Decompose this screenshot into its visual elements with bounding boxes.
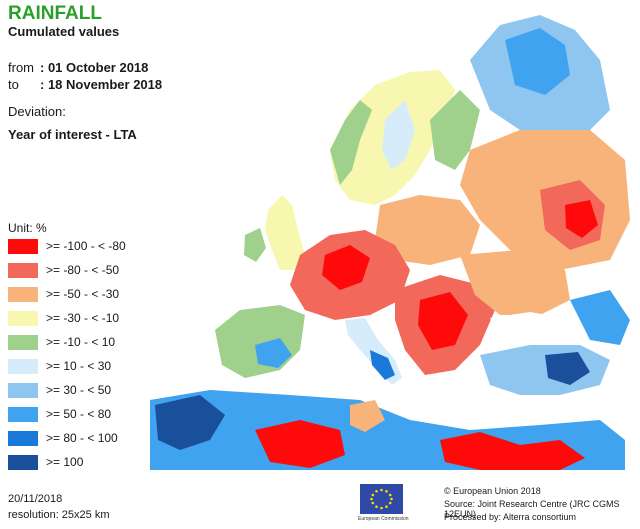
legend-item: >= -30 - < -10 — [8, 310, 119, 326]
legend-label: >= 80 - < 100 — [46, 431, 118, 445]
from-label: from — [8, 60, 34, 75]
legend-swatch — [8, 334, 38, 350]
legend-item: >= -80 - < -50 — [8, 262, 119, 278]
legend-swatch — [8, 430, 38, 446]
balkans-strong-deficit — [418, 292, 468, 350]
turkey-region — [480, 345, 610, 395]
legend-swatch — [8, 454, 38, 470]
map-title: RAINFALL — [8, 3, 102, 24]
legend-item: >= 10 - < 30 — [8, 358, 111, 374]
from-date: : 01 October 2018 — [40, 60, 149, 75]
legend-swatch — [8, 238, 38, 254]
processed-by-text: Processed by: Alterra consortium — [444, 512, 577, 522]
algeria-deficit — [255, 420, 345, 468]
eu-flag-logo — [360, 484, 403, 514]
eu-stars-icon — [370, 488, 393, 510]
finland-region — [430, 90, 480, 170]
sweden-region — [382, 100, 415, 170]
legend-label: >= 100 — [46, 455, 84, 469]
libya-egypt-deficit — [440, 432, 585, 470]
map-date: 20/11/2018 — [8, 493, 63, 505]
map-subtitle: Cumulated values — [8, 24, 120, 39]
map-resolution: resolution: 25x25 km — [8, 509, 110, 521]
legend-item: >= -10 - < 10 — [8, 334, 115, 350]
legend-label: >= -100 - < -80 — [46, 239, 126, 253]
legend-label: >= -30 - < -10 — [46, 311, 120, 325]
deviation-label: Deviation: — [8, 104, 66, 119]
uk-region — [265, 195, 305, 270]
legend-item: >= -100 - < -80 — [8, 238, 126, 254]
legend-item: >= 30 - < 50 — [8, 382, 111, 398]
legend-swatch — [8, 310, 38, 326]
italy-wet-patch — [370, 350, 395, 380]
baltic-poland-region — [375, 195, 480, 265]
tunisia-region — [350, 400, 385, 432]
morocco-region — [155, 395, 225, 450]
legend-label: >= -80 - < -50 — [46, 263, 120, 277]
legend-item: >= 100 — [8, 454, 83, 470]
ireland-region — [244, 228, 266, 262]
turkey-wet-patch — [545, 352, 590, 385]
legend-swatch — [8, 382, 38, 398]
legend-label: >= 50 - < 80 — [46, 407, 112, 421]
ukraine-region — [460, 250, 570, 315]
volga-deficit-patch — [565, 200, 598, 238]
eu-logo-caption: European Commission — [358, 516, 409, 522]
russia-blue-core — [505, 28, 570, 95]
iberia-region — [215, 305, 305, 378]
norway-coast-region — [330, 100, 372, 185]
legend-swatch — [8, 358, 38, 374]
caucasus-region — [570, 290, 630, 345]
copyright-text: © European Union 2018 — [444, 486, 541, 496]
legend-item: >= -50 - < -30 — [8, 286, 119, 302]
legend-item: >= 50 - < 80 — [8, 406, 111, 422]
iberia-wet-patch — [255, 338, 292, 368]
legend-swatch — [8, 406, 38, 422]
deviation-value: Year of interest - LTA — [8, 127, 137, 142]
legend-label: >= 10 - < 30 — [46, 359, 112, 373]
legend-item: >= 80 - < 100 — [8, 430, 118, 446]
central-europe-strong-deficit — [322, 245, 370, 290]
black-sea — [490, 312, 570, 345]
legend-unit: Unit: % — [8, 221, 47, 235]
legend-label: >= -10 - < 10 — [46, 335, 116, 349]
legend-swatch — [8, 262, 38, 278]
to-date: : 18 November 2018 — [40, 77, 163, 92]
to-label: to — [8, 77, 19, 92]
legend-swatch — [8, 286, 38, 302]
legend-label: >= 30 - < 50 — [46, 383, 112, 397]
source-text: Source: Joint Research Centre (JRC CGMS … — [444, 499, 620, 519]
legend-label: >= -50 - < -30 — [46, 287, 120, 301]
